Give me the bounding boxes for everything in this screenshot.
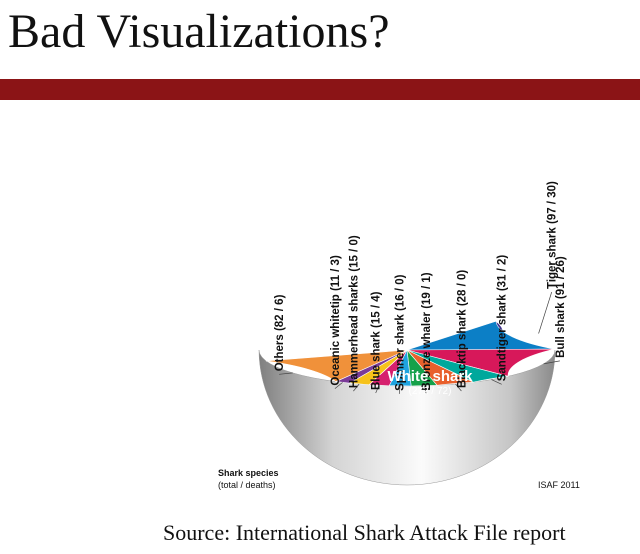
- label-blacktip-shark: Blacktip shark (28 / 0): [456, 270, 468, 388]
- slice-bull-shark: [406, 348, 556, 377]
- leader-sandtiger-shark: [491, 379, 502, 385]
- label-blue-shark: Blue shark (15 / 4): [371, 291, 383, 390]
- label-bronze-whaler: Bronze whaler (19 / 1): [421, 272, 433, 390]
- leader-hammerhead-sharks: [353, 383, 360, 392]
- slice-others: [265, 349, 408, 382]
- slice-labels: Tiger shark (97 / 30)Bull shark (91 / 26…: [274, 181, 567, 391]
- white-shark-label: White shark: [387, 368, 473, 385]
- pie-slices: [265, 320, 556, 387]
- legend-title: Shark species: [218, 468, 279, 478]
- label-spinner-shark: Spinner shark (16 / 0): [394, 274, 406, 390]
- leader-blue-shark: [375, 385, 380, 394]
- credit-label: ISAF 2011: [538, 480, 580, 490]
- source-caption: Source: International Shark Attack File …: [163, 520, 566, 545]
- slide-title: Bad Visualizations?: [8, 5, 390, 58]
- leader-others: [279, 372, 293, 375]
- label-bull-shark: Bull shark (91 / 26): [555, 256, 567, 358]
- label-oceanic-whitetip: Oceanic whitetip (11 / 3): [330, 255, 342, 386]
- label-sandtiger-shark: Sandtiger shark (31 / 2): [497, 255, 509, 382]
- bowl-body: [258, 349, 556, 486]
- label-tiger-shark: Tiger shark (97 / 30): [547, 181, 559, 289]
- leader-lines: [279, 291, 560, 394]
- label-others: Others (82 / 6): [274, 294, 286, 371]
- leader-bull-shark: [543, 360, 560, 365]
- slice-tiger-shark: [406, 320, 556, 351]
- leader-oceanic-whitetip: [334, 382, 343, 389]
- pie-chart: Tiger shark (97 / 30)Bull shark (91 / 26…: [218, 181, 580, 490]
- leader-tiger-shark: [538, 291, 553, 334]
- leader-blacktip-shark: [455, 383, 462, 392]
- leader-bronze-whaler: [423, 385, 427, 394]
- white-shark-detail: (272 / 72): [409, 386, 452, 397]
- title-bar: [0, 79, 640, 100]
- leader-spinner-shark: [398, 385, 401, 394]
- legend-subtitle: (total / deaths): [218, 480, 276, 490]
- label-hammerhead-sharks: Hammerhead sharks (15 / 0): [348, 235, 360, 388]
